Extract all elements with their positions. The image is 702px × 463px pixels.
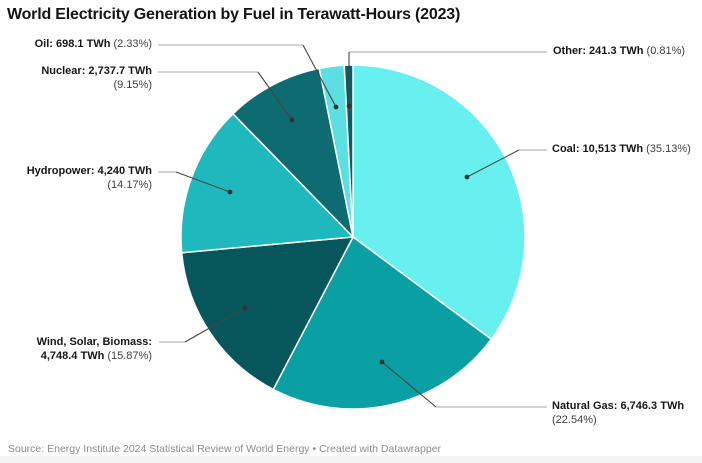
label-nuclear: Nuclear: 2,737.7 TWh (9.15%) (41, 65, 152, 92)
label-hydropower-pct: (14.17%) (107, 178, 152, 191)
footer: Source: Energy Institute 2024 Statistica… (8, 442, 441, 456)
datawrapper-attribution-link[interactable]: Created with Datawrapper (319, 443, 442, 455)
label-wind-solar-biomass-value: 4,748.4 TWh (40, 349, 105, 362)
label-other-value: Other: 241.3 TWh (553, 45, 644, 57)
connector-dot-oil (333, 104, 339, 110)
label-wind-solar-biomass-pct: (15.87%) (104, 349, 152, 362)
bottom-bar (0, 456, 702, 463)
connector-inner-natural-gas (381, 361, 437, 408)
label-oil: Oil: 698.1 TWh (2.33%) (35, 38, 152, 52)
pie-slice-coal[interactable] (352, 64, 526, 340)
connector-inner-wind-solar-biomass (184, 307, 246, 343)
connector-inner-oil (302, 44, 337, 108)
label-wind-solar-biomass-name: Wind, Solar, Biomass: (36, 336, 152, 348)
label-nuclear-pct: (9.15%) (113, 78, 152, 91)
footer-separator: • (309, 443, 320, 455)
connector-inner-coal (466, 149, 520, 178)
footer-source-text: Source: Energy Institute 2024 Statistica… (8, 443, 310, 455)
label-coal-value: Coal: 10,513 TWh (552, 143, 644, 155)
connector-dot-nuclear (289, 117, 295, 123)
connector-inner-nuclear (257, 71, 293, 121)
connector-dot-other (346, 103, 352, 109)
label-nuclear-value: Nuclear: 2,737.7 TWh (41, 65, 152, 77)
label-hydropower: Hydropower: 4,240 TWh (14.17%) (27, 165, 152, 192)
label-natural-gas: Natural Gas: 6,746.3 TWh (22.54%) (552, 400, 684, 427)
connector-inner-hydropower (175, 171, 231, 193)
pie-slice-wind-solar-biomass[interactable] (180, 236, 354, 391)
pie-svg (158, 44, 547, 410)
connector-dot-wind-solar-biomass (242, 305, 248, 311)
label-other-pct: (0.81%) (643, 45, 686, 57)
connector-dot-coal (464, 174, 470, 180)
connector-dot-natural-gas (379, 359, 385, 365)
label-other: Other: 241.3 TWh (0.81%) (553, 45, 685, 59)
label-coal: Coal: 10,513 TWh (35.13%) (552, 143, 691, 157)
pie-slice-natural-gas[interactable] (272, 236, 493, 410)
label-hydropower-value: Hydropower: 4,240 TWh (26, 165, 152, 177)
label-wind-solar-biomass: Wind, Solar, Biomass: 4,748.4 TWh (15.87… (37, 336, 152, 363)
label-coal-pct: (35.13%) (643, 143, 691, 155)
label-oil-value: Oil: 698.1 TWh (34, 38, 111, 50)
chart-title: World Electricity Generation by Fuel in … (7, 6, 461, 23)
label-natural-gas-pct: (22.54%) (552, 413, 597, 426)
connector-dot-hydropower (227, 189, 233, 195)
label-natural-gas-value: Natural Gas: 6,746.3 TWh (552, 400, 685, 412)
label-oil-pct: (2.33%) (110, 38, 152, 50)
